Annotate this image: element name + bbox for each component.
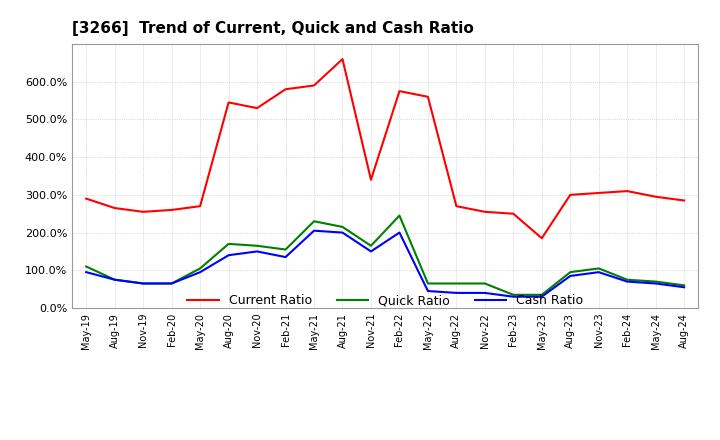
Cash Ratio	[253, 249, 261, 254]
Current Ratio	[338, 56, 347, 62]
Quick Ratio	[196, 266, 204, 271]
Current Ratio	[652, 194, 660, 199]
Current Ratio	[537, 235, 546, 241]
Line: Quick Ratio: Quick Ratio	[86, 216, 684, 295]
Quick Ratio	[82, 264, 91, 269]
Cash Ratio	[423, 288, 432, 293]
Cash Ratio	[452, 290, 461, 296]
Cash Ratio	[282, 254, 290, 260]
Quick Ratio	[225, 241, 233, 246]
Current Ratio	[110, 205, 119, 211]
Text: [3266]  Trend of Current, Quick and Cash Ratio: [3266] Trend of Current, Quick and Cash …	[72, 21, 474, 36]
Line: Current Ratio: Current Ratio	[86, 59, 684, 238]
Line: Cash Ratio: Cash Ratio	[86, 231, 684, 297]
Cash Ratio	[338, 230, 347, 235]
Quick Ratio	[167, 281, 176, 286]
Quick Ratio	[366, 243, 375, 249]
Cash Ratio	[82, 270, 91, 275]
Cash Ratio	[595, 270, 603, 275]
Quick Ratio	[595, 266, 603, 271]
Cash Ratio	[139, 281, 148, 286]
Quick Ratio	[423, 281, 432, 286]
Quick Ratio	[253, 243, 261, 249]
Cash Ratio	[167, 281, 176, 286]
Current Ratio	[167, 207, 176, 213]
Current Ratio	[310, 83, 318, 88]
Cash Ratio	[480, 290, 489, 296]
Quick Ratio	[680, 283, 688, 288]
Cash Ratio	[196, 270, 204, 275]
Quick Ratio	[623, 277, 631, 282]
Current Ratio	[680, 198, 688, 203]
Current Ratio	[423, 94, 432, 99]
Cash Ratio	[366, 249, 375, 254]
Current Ratio	[225, 100, 233, 105]
Cash Ratio	[652, 281, 660, 286]
Cash Ratio	[509, 294, 518, 299]
Current Ratio	[452, 204, 461, 209]
Current Ratio	[82, 196, 91, 201]
Quick Ratio	[566, 270, 575, 275]
Quick Ratio	[310, 219, 318, 224]
Quick Ratio	[652, 279, 660, 284]
Cash Ratio	[395, 230, 404, 235]
Quick Ratio	[480, 281, 489, 286]
Current Ratio	[282, 87, 290, 92]
Legend: Current Ratio, Quick Ratio, Cash Ratio: Current Ratio, Quick Ratio, Cash Ratio	[187, 294, 583, 307]
Cash Ratio	[225, 253, 233, 258]
Current Ratio	[253, 106, 261, 111]
Quick Ratio	[110, 277, 119, 282]
Cash Ratio	[537, 294, 546, 299]
Current Ratio	[623, 188, 631, 194]
Current Ratio	[480, 209, 489, 214]
Cash Ratio	[623, 279, 631, 284]
Current Ratio	[366, 177, 375, 183]
Quick Ratio	[395, 213, 404, 218]
Current Ratio	[566, 192, 575, 198]
Cash Ratio	[110, 277, 119, 282]
Quick Ratio	[282, 247, 290, 252]
Cash Ratio	[680, 285, 688, 290]
Quick Ratio	[338, 224, 347, 230]
Quick Ratio	[452, 281, 461, 286]
Current Ratio	[196, 204, 204, 209]
Quick Ratio	[509, 292, 518, 297]
Quick Ratio	[537, 292, 546, 297]
Current Ratio	[509, 211, 518, 216]
Current Ratio	[395, 88, 404, 94]
Current Ratio	[139, 209, 148, 214]
Cash Ratio	[566, 273, 575, 279]
Quick Ratio	[139, 281, 148, 286]
Cash Ratio	[310, 228, 318, 233]
Current Ratio	[595, 191, 603, 196]
